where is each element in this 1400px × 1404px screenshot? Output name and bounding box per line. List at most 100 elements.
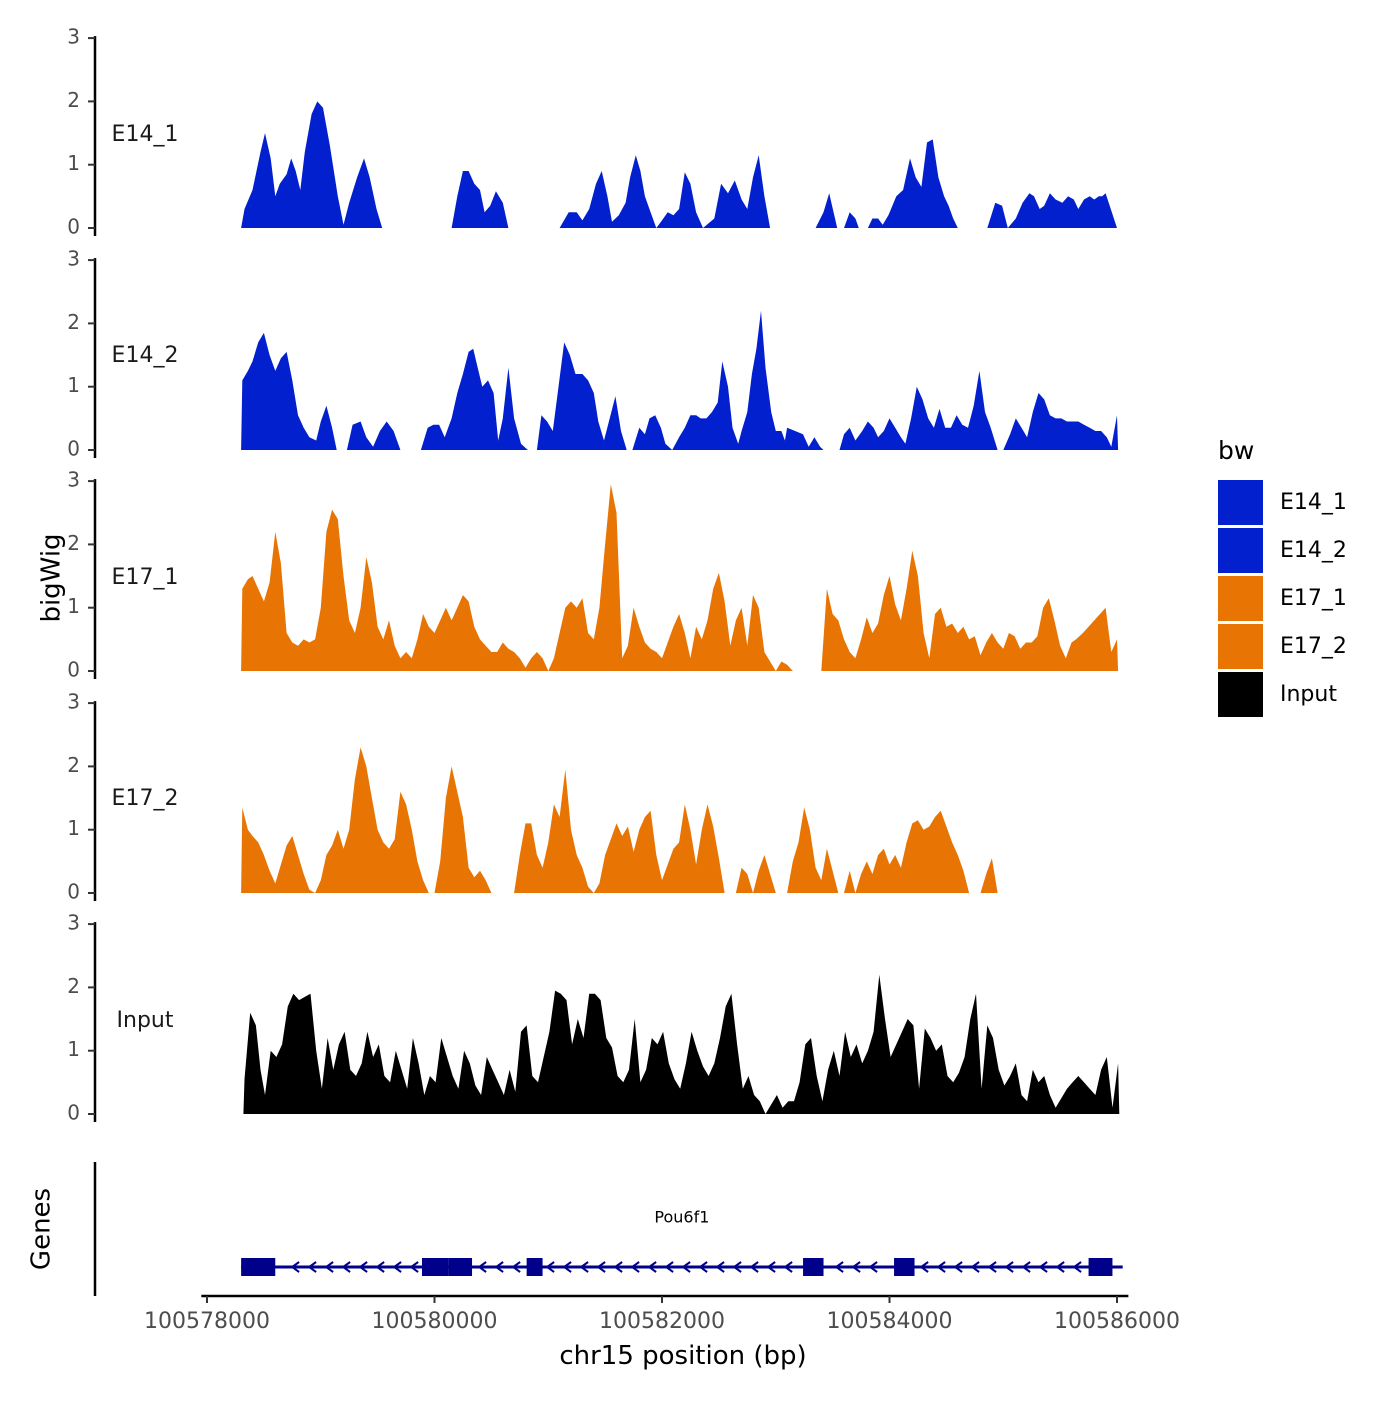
y-tick-label: 0 xyxy=(67,658,80,682)
y-tick-label: 2 xyxy=(67,753,80,777)
x-tick-label: 100578000 xyxy=(144,1309,270,1334)
signal-area-E14_1 xyxy=(241,101,1118,228)
signal-area-E14_2 xyxy=(241,310,1119,450)
genes-axis-title: Genes xyxy=(27,1188,57,1270)
strand-arrow xyxy=(647,1261,657,1273)
strand-arrow xyxy=(307,1261,317,1273)
strand-arrow xyxy=(596,1261,606,1273)
strand-arrow xyxy=(511,1261,521,1273)
strand-arrow xyxy=(732,1261,742,1273)
y-tick-label: 1 xyxy=(67,816,80,840)
y-tick-label: 3 xyxy=(67,468,80,492)
track-label: E14_1 xyxy=(112,122,179,147)
strand-arrow xyxy=(409,1261,419,1273)
y-tick-label: 0 xyxy=(67,880,80,904)
y-axis-title: bigWig xyxy=(37,533,67,622)
y-tick-label: 2 xyxy=(67,310,80,334)
legend-title: bw xyxy=(1218,436,1254,465)
exon-block xyxy=(241,1258,276,1276)
y-tick-label: 3 xyxy=(67,247,80,271)
signal-tracks: 0 1 2 3 E14_1 0 1 2 3 E14_2 0 1 2 3 E17_1 0 1 2 3 E17_2 0 1 2 3… xyxy=(67,25,1120,1125)
strand-arrow xyxy=(392,1261,402,1273)
x-axis-title: chr15 position (bp) xyxy=(559,1341,806,1371)
legend: bw E14_1 E14_2 E17_1 E17_2 Input xyxy=(1218,436,1347,717)
strand-arrow xyxy=(1038,1261,1048,1273)
y-tick-label: 3 xyxy=(67,911,80,935)
track-label: Input xyxy=(117,1008,174,1033)
strand-arrow xyxy=(681,1261,691,1273)
legend-label: Input xyxy=(1280,682,1337,707)
legend-label: E14_1 xyxy=(1280,490,1347,515)
signal-area-Input xyxy=(243,974,1120,1114)
strand-arrow xyxy=(494,1261,504,1273)
strand-arrow xyxy=(987,1261,997,1273)
strand-arrow xyxy=(324,1261,334,1273)
gene-name-label: Pou6f1 xyxy=(654,1208,709,1227)
strand-arrow xyxy=(749,1261,759,1273)
legend-key-E14_2 xyxy=(1218,528,1263,573)
strand-arrow xyxy=(766,1261,776,1273)
strand-arrow xyxy=(936,1261,946,1273)
strand-arrow xyxy=(851,1261,861,1273)
strand-arrow xyxy=(290,1261,300,1273)
strand-arrow xyxy=(664,1261,674,1273)
y-tick-label: 0 xyxy=(67,1101,80,1125)
y-tick-label: 0 xyxy=(67,215,80,239)
strand-arrow xyxy=(868,1261,878,1273)
track-E14_1: 0 1 2 3 E14_1 xyxy=(67,25,1118,239)
strand-arrow xyxy=(1072,1261,1082,1273)
strand-arrow xyxy=(1021,1261,1031,1273)
y-tick-label: 0 xyxy=(67,437,80,461)
track-label: E17_1 xyxy=(112,565,179,590)
y-tick-label: 2 xyxy=(67,531,80,555)
track-label: E14_2 xyxy=(112,343,179,368)
gene-track-panel: Pou6f1 xyxy=(93,1162,1123,1296)
strand-arrow xyxy=(358,1261,368,1273)
x-tick-label: 100584000 xyxy=(827,1309,953,1334)
strand-arrow xyxy=(562,1261,572,1273)
strand-arrow xyxy=(341,1261,351,1273)
legend-key-E17_2 xyxy=(1218,624,1263,669)
y-tick-label: 1 xyxy=(67,373,80,397)
strand-arrow xyxy=(1004,1261,1014,1273)
y-tick-label: 2 xyxy=(67,974,80,998)
legend-key-E14_1 xyxy=(1218,480,1263,525)
exon-block xyxy=(894,1258,915,1276)
strand-arrow xyxy=(715,1261,725,1273)
signal-area-E17_2 xyxy=(241,747,998,893)
legend-label: E17_1 xyxy=(1280,586,1347,611)
legend-label: E17_2 xyxy=(1280,634,1347,659)
strand-arrow xyxy=(613,1261,623,1273)
strand-arrow xyxy=(545,1261,555,1273)
y-tick-label: 3 xyxy=(67,25,80,49)
legend-key-Input xyxy=(1218,672,1263,717)
y-tick-label: 1 xyxy=(67,151,80,175)
strand-arrow xyxy=(1055,1261,1065,1273)
x-tick-label: 100586000 xyxy=(1054,1309,1180,1334)
exon-block xyxy=(1088,1258,1113,1276)
y-tick-label: 1 xyxy=(67,1037,80,1061)
signal-area-E17_1 xyxy=(241,484,1119,671)
strand-arrow xyxy=(375,1261,385,1273)
y-tick-label: 2 xyxy=(67,88,80,112)
exon-block xyxy=(803,1258,824,1276)
strand-arrow xyxy=(953,1261,963,1273)
x-axis: 100578000 100580000 100582000 100584000 1005… xyxy=(144,1294,1180,1334)
track-E17_2: 0 1 2 3 E17_2 xyxy=(67,690,998,904)
exon-block xyxy=(421,1258,449,1276)
strand-arrow xyxy=(919,1261,929,1273)
track-E17_1: 0 1 2 3 E17_1 xyxy=(67,468,1119,682)
legend-key-E17_1 xyxy=(1218,576,1263,621)
strand-arrow xyxy=(834,1261,844,1273)
track-label: E17_2 xyxy=(112,786,179,811)
track-Input: 0 1 2 3 Input xyxy=(67,911,1120,1125)
legend-label: E14_2 xyxy=(1280,538,1347,563)
strand-arrow xyxy=(970,1261,980,1273)
strand-arrow xyxy=(579,1261,589,1273)
strand-arrow xyxy=(477,1261,487,1273)
strand-arrow xyxy=(783,1261,793,1273)
y-tick-label: 3 xyxy=(67,690,80,714)
y-tick-label: 1 xyxy=(67,594,80,618)
